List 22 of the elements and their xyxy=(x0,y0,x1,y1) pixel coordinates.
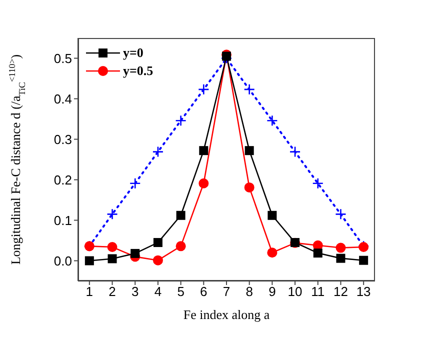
y-tick-label: 0.3 xyxy=(54,132,72,147)
x-tick-label: 6 xyxy=(200,284,208,300)
x-tick-label: 13 xyxy=(356,284,371,300)
x-tick-label: 8 xyxy=(246,284,253,300)
x-tick-label: 1 xyxy=(86,284,94,300)
legend-label: y=0.5 xyxy=(123,63,154,79)
x-tick-label: 7 xyxy=(222,284,230,300)
x-tick-label: 4 xyxy=(154,284,162,300)
x-tick-label: 3 xyxy=(132,284,139,300)
x-tick-label: 2 xyxy=(108,284,116,300)
x-tick-label: 9 xyxy=(268,284,276,300)
y-tick-label: 0.2 xyxy=(54,172,72,188)
x-axis-title: Fe index along a xyxy=(183,307,270,322)
y-tick-label: 0.0 xyxy=(54,253,72,268)
y-tick-label: 0.4 xyxy=(54,91,72,106)
y-tick-label: 0.1 xyxy=(54,212,72,228)
x-tick-label: 10 xyxy=(288,284,302,300)
x-tick-label: 12 xyxy=(333,284,348,300)
x-tick-label: 5 xyxy=(177,284,184,300)
x-tick-label: 11 xyxy=(311,284,325,300)
y-tick-label: 0.5 xyxy=(54,50,72,66)
legend-label: y=0 xyxy=(123,45,144,61)
